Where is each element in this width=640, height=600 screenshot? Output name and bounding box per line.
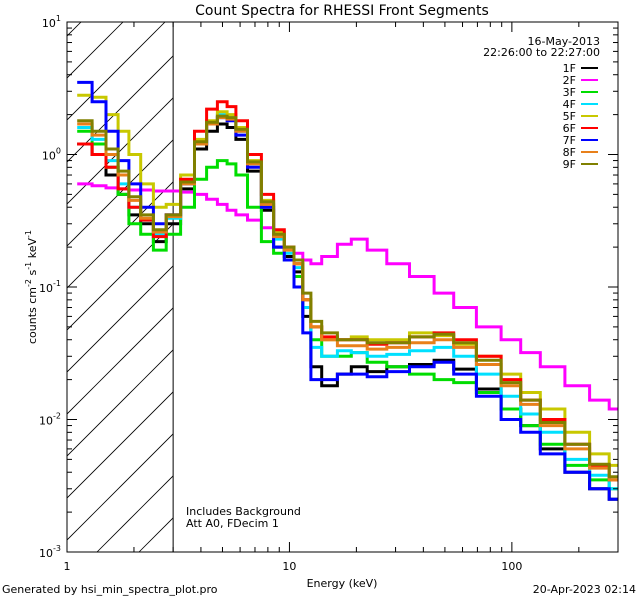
hatch-line: [67, 139, 174, 247]
y-tick-label: 10-2: [39, 412, 61, 428]
y-tick-label: 10-3: [39, 544, 61, 560]
hatch-line: [67, 433, 174, 541]
hatch-line: [67, 22, 166, 121]
y-tick-label: 101: [42, 14, 61, 30]
x-tick-label: 10: [282, 560, 296, 573]
series-lines: [77, 80, 618, 501]
y-tick-label: 10-1: [39, 279, 61, 295]
x-tick-label: 100: [501, 560, 522, 573]
hatch-line: [67, 349, 174, 457]
legend-label-4F: 4F: [563, 98, 576, 111]
plot-frame: [66, 21, 619, 553]
x-axis-label: Energy (keV): [307, 577, 378, 590]
hatch-line: [265, 0, 640, 552]
hatch-line: [517, 0, 640, 552]
series-line-5F: [77, 93, 618, 467]
footer-timestamp: 20-Apr-2023 02:14: [532, 583, 636, 596]
legend-label-3F: 3F: [563, 86, 576, 99]
annotation-line-2: Att A0, FDecim 1: [186, 517, 279, 530]
series-line-2F: [77, 182, 618, 411]
series-line-9F: [77, 114, 618, 479]
y-label-sup-1: -2: [24, 279, 33, 287]
hatch-line: [67, 22, 124, 79]
series-line-4F: [77, 113, 618, 491]
chart-title: Count Spectra for RHESSI Front Segments: [195, 3, 489, 19]
series-line-3F: [77, 129, 618, 491]
y-axis-label: counts cm-2 s-1 keV-1: [24, 230, 39, 344]
hatch-line: [475, 0, 640, 552]
hatch-line: [67, 22, 82, 37]
time-range-text: 22:26:00 to 22:27:00: [483, 46, 600, 59]
legend-label-6F: 6F: [563, 122, 576, 135]
legend-label-2F: 2F: [563, 74, 576, 87]
hatch-line: [67, 223, 174, 331]
annotation-line-1: Includes Background: [186, 505, 301, 518]
y-label-part-1: counts cm: [26, 287, 39, 344]
y-tick-label: 100: [42, 147, 61, 163]
legend-label-8F: 8F: [563, 146, 576, 159]
hatch-line: [67, 391, 174, 499]
legend-label-9F: 9F: [563, 158, 576, 171]
series-line-8F: [77, 116, 618, 482]
legend-label-5F: 5F: [563, 110, 576, 123]
y-label-sup-3: -1: [24, 230, 33, 238]
y-label-part-3: keV: [26, 238, 39, 262]
legend-label-7F: 7F: [563, 134, 576, 147]
hatch-line: [67, 97, 174, 205]
hatch-line: [67, 55, 174, 163]
footer-generated: Generated by hsi_min_spectra_plot.pro: [2, 583, 218, 596]
series-line-7F: [77, 80, 618, 501]
hatch-line: [96, 475, 174, 552]
axis-ticks: 1 10 100 10-3 10-2 10-1 100 101: [39, 14, 619, 573]
y-label-sup-2: -1: [24, 262, 33, 270]
legend-label-1F: 1F: [563, 62, 576, 75]
date-annotation: 16-May-2013 22:26:00 to 22:27:00: [483, 35, 600, 59]
hatch-line: [67, 181, 174, 289]
hatched-region: [67, 0, 640, 552]
x-tick-label: 1: [64, 560, 71, 573]
date-text: 16-May-2013: [528, 35, 600, 48]
y-label-part-2: s: [26, 269, 39, 278]
